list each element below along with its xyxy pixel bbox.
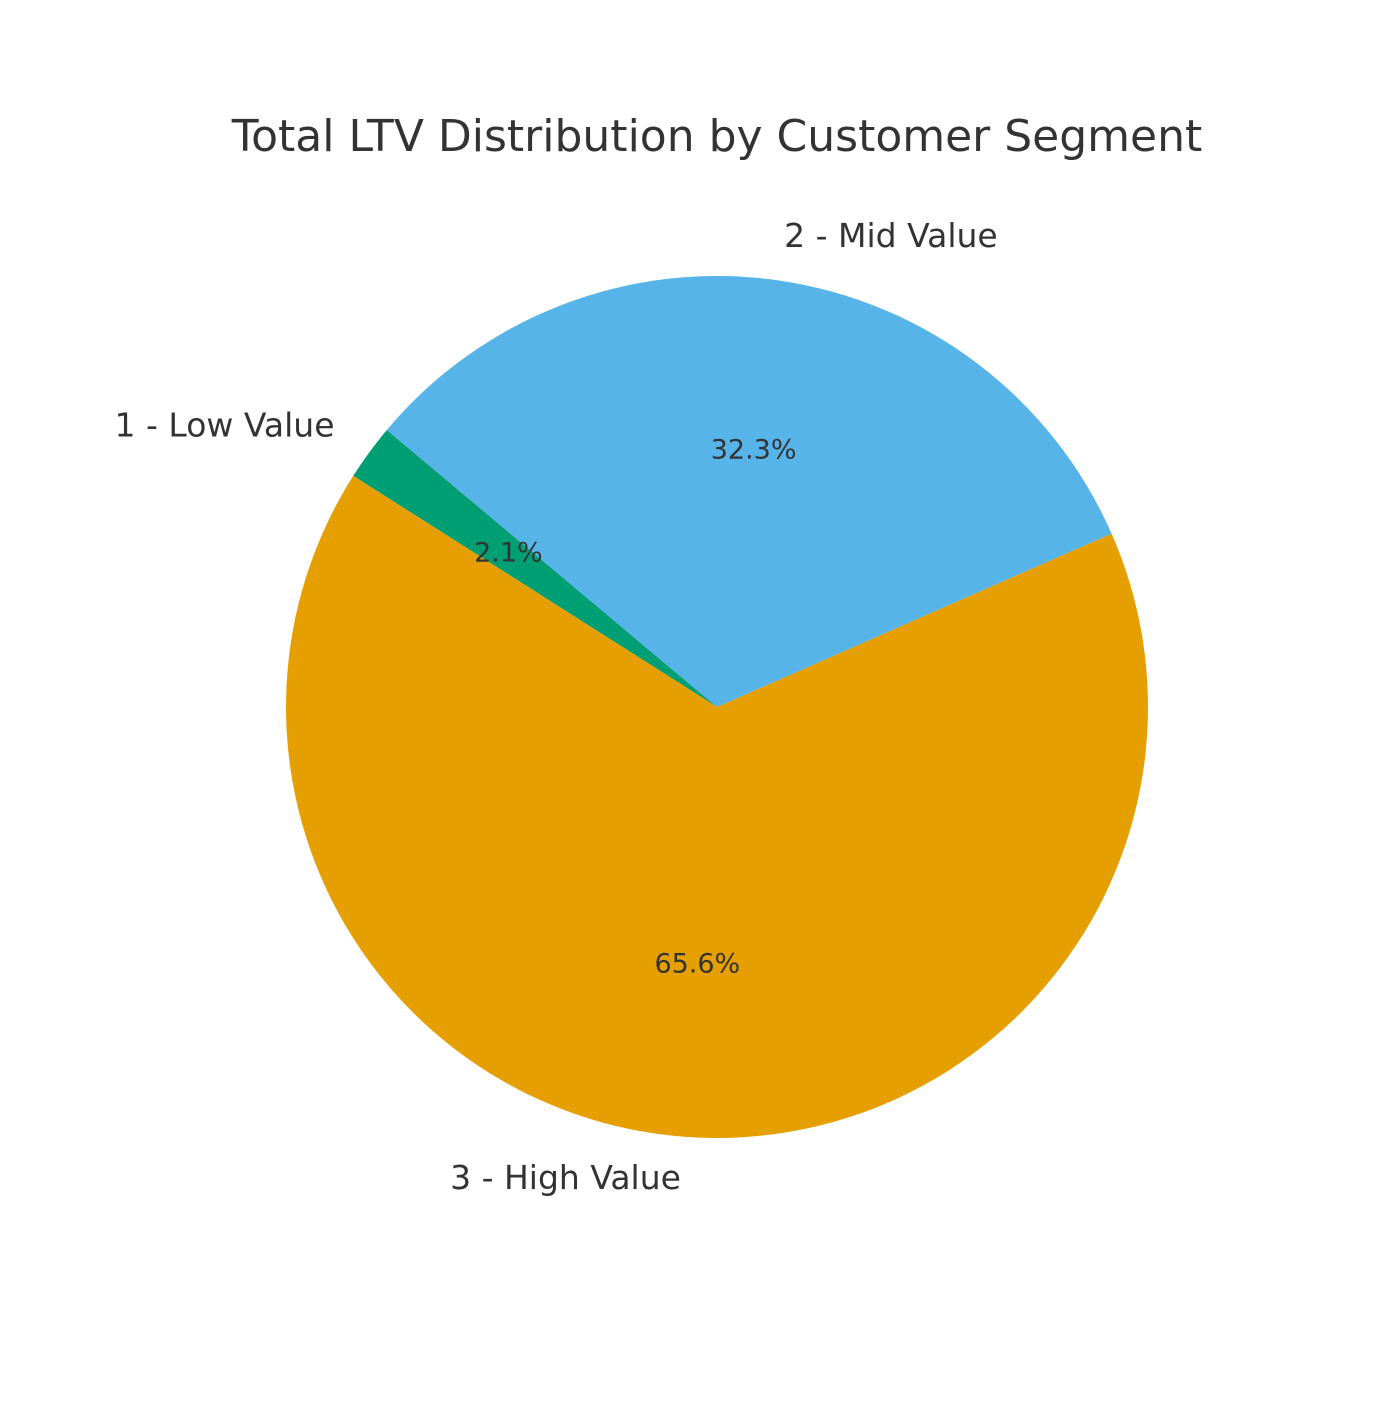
chart-title: Total LTV Distribution by Customer Segme… xyxy=(231,111,1203,162)
pie-slice-3-high-value xyxy=(286,475,1148,1138)
pie-slice-2-mid-value xyxy=(386,275,1112,707)
slice-percent-1-low-value: 2.1% xyxy=(474,538,543,569)
slice-label-1-low-value: 1 - Low Value xyxy=(115,405,335,444)
pie-labels: 1 - Low Value 2.1% 3 - High Value 65.6% 2 - … xyxy=(115,216,998,1197)
slice-label-2-mid-value: 2 - Mid Value xyxy=(784,216,998,255)
slice-percent-3-high-value: 65.6% xyxy=(654,948,740,979)
pie-slice-1-low-value xyxy=(353,429,717,707)
slice-percent-2-mid-value: 32.3% xyxy=(711,435,797,466)
slice-label-3-high-value: 3 - High Value xyxy=(450,1158,681,1197)
pie-slices xyxy=(286,275,1148,1138)
